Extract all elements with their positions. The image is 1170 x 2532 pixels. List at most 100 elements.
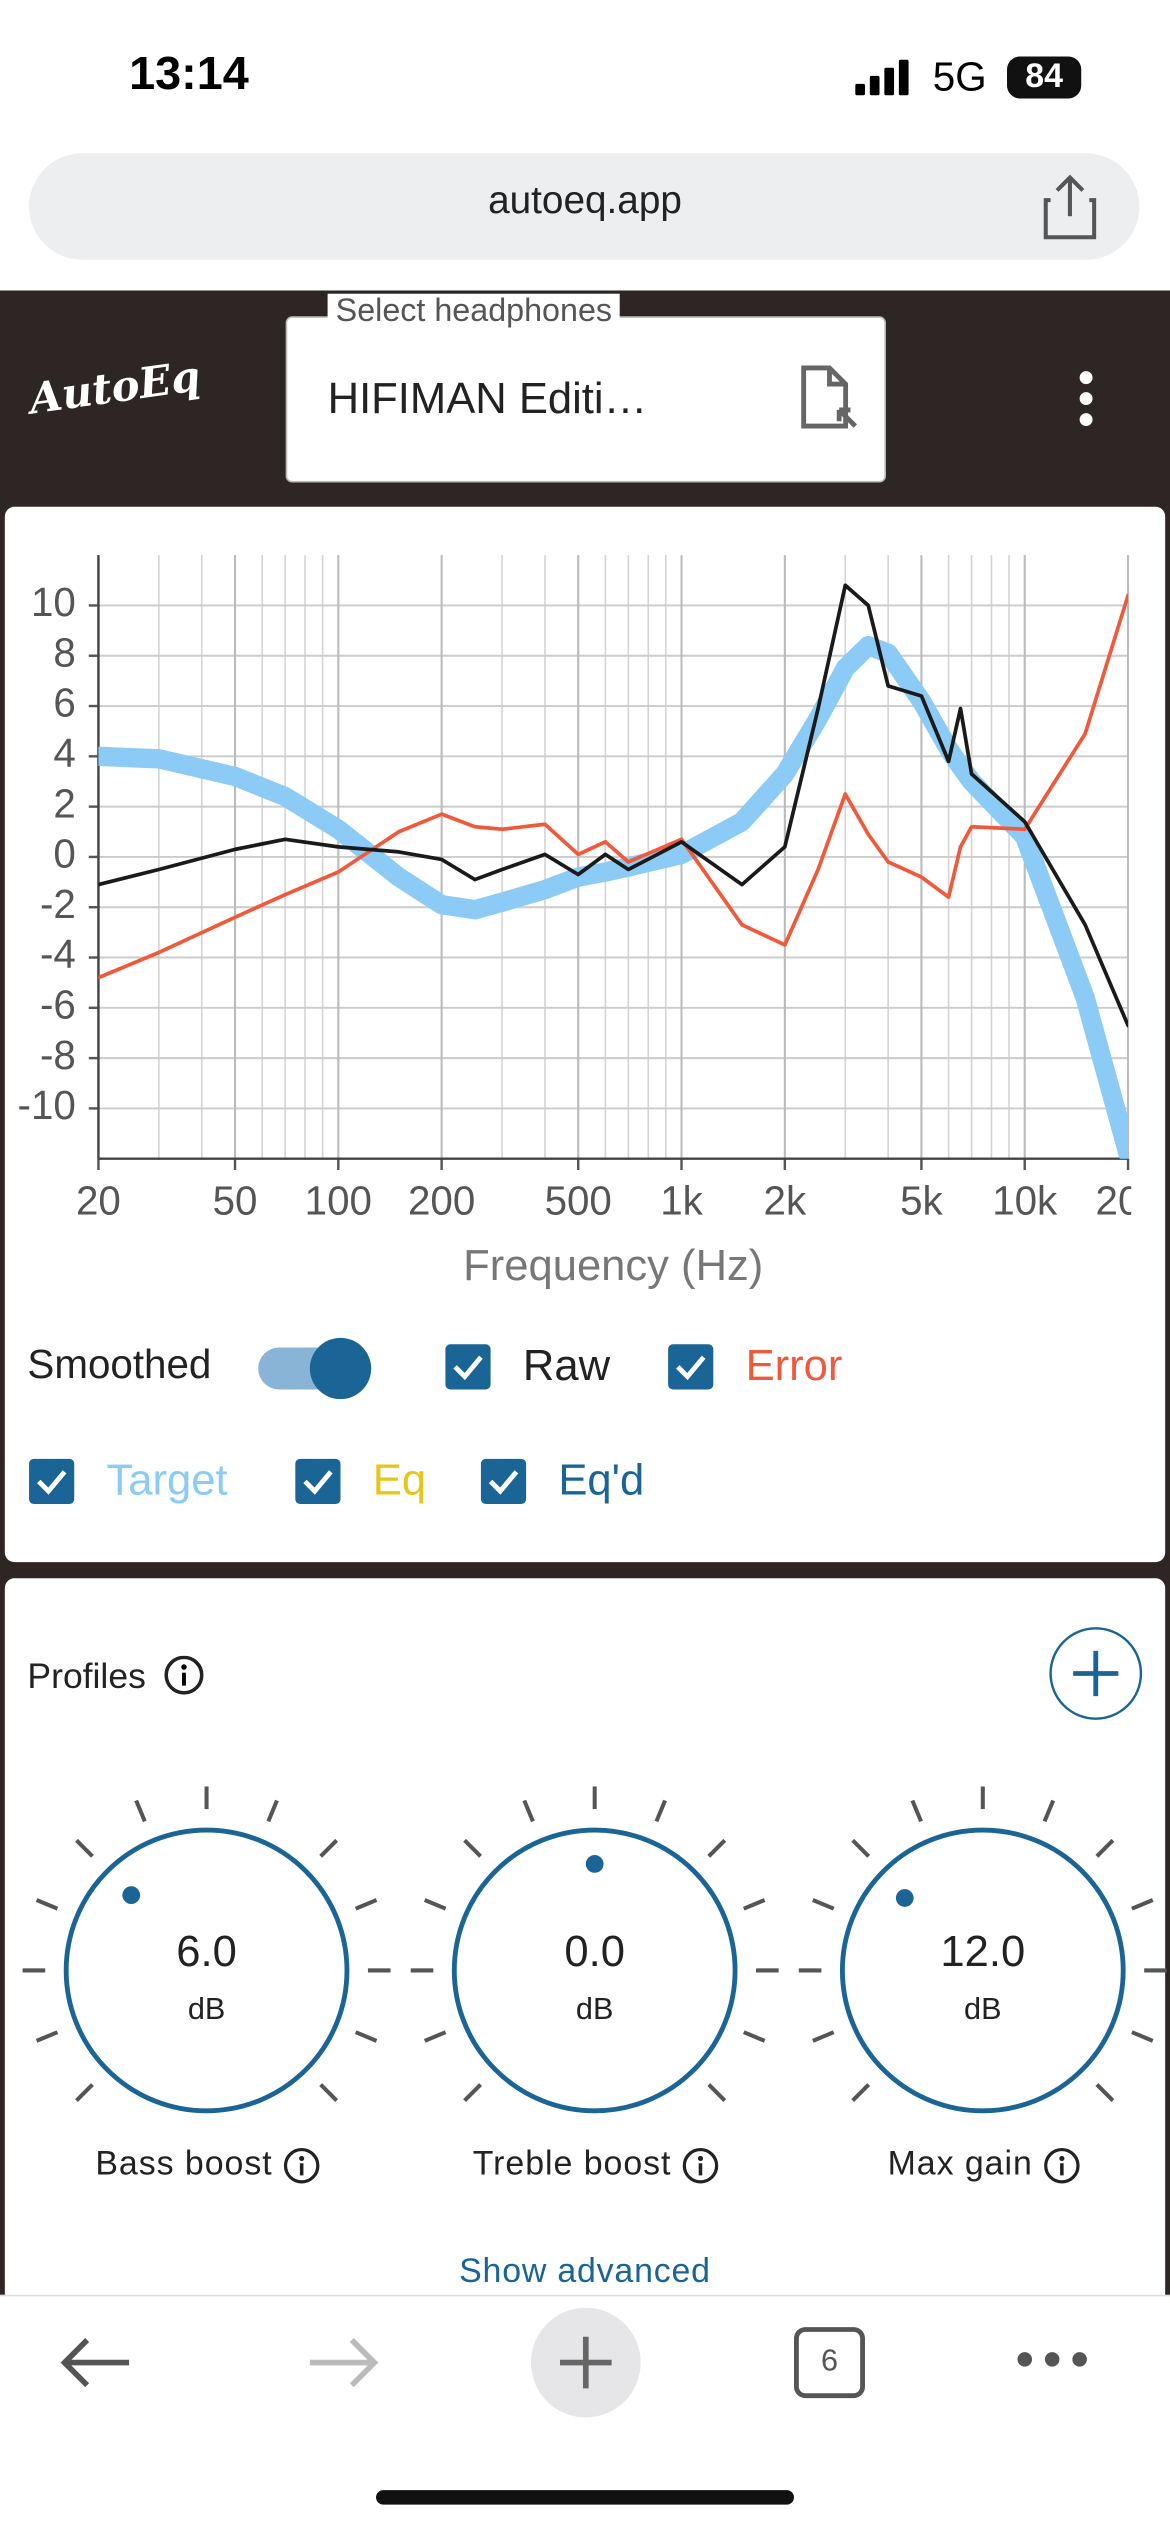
checkbox[interactable] bbox=[29, 1458, 75, 1505]
knob-tick bbox=[743, 2030, 766, 2043]
knob-tick bbox=[354, 1898, 378, 1911]
legend-label: Raw bbox=[522, 1341, 611, 1390]
battery: 84 bbox=[1007, 56, 1082, 99]
menu-icon[interactable] bbox=[1068, 368, 1104, 433]
knob-tick bbox=[463, 1838, 482, 1858]
x-tick-label: 2k bbox=[764, 1178, 807, 1224]
knob[interactable] bbox=[451, 1827, 738, 2114]
checkbox[interactable] bbox=[445, 1344, 491, 1390]
knob-tick bbox=[319, 2083, 339, 2102]
x-axis-label: Frequency (Hz) bbox=[463, 1242, 763, 1290]
x-tick-label: 100 bbox=[305, 1178, 372, 1224]
knob-tick bbox=[354, 2030, 378, 2043]
knob-tick bbox=[851, 1838, 871, 1858]
info-ring bbox=[682, 2147, 719, 2184]
more-button[interactable] bbox=[1013, 2346, 1090, 2372]
y-tick-label: -4 bbox=[40, 931, 76, 977]
knob-tick bbox=[1042, 1799, 1056, 1823]
knob-unit: dB bbox=[964, 1992, 1002, 2026]
info-icon[interactable] bbox=[283, 2147, 320, 2184]
tab-count[interactable]: 6 bbox=[793, 2327, 865, 2399]
knob-tick bbox=[654, 1799, 667, 1823]
knob-unit: dB bbox=[188, 1992, 225, 2026]
knob-tick bbox=[707, 2083, 727, 2102]
legend-label: Eq'd bbox=[558, 1455, 645, 1505]
y-tick-label: -8 bbox=[40, 1032, 76, 1078]
knob-tick bbox=[910, 1799, 923, 1823]
knob-tick bbox=[707, 1838, 727, 1858]
legend-label: Eq bbox=[372, 1455, 427, 1505]
info-dot bbox=[299, 2155, 305, 2162]
y-tick-label: 4 bbox=[53, 730, 75, 776]
status-network: 5G bbox=[932, 54, 987, 101]
knob-value: 12.0 bbox=[940, 1928, 1025, 1976]
knobs: 6.0 dB Bass boost 0.0 dB Treble boost 12.0 dB Ma… bbox=[22, 1786, 1167, 2184]
file-icon[interactable] bbox=[797, 365, 862, 433]
knob-label: Treble boost bbox=[473, 2145, 672, 2183]
url: autoeq.app bbox=[488, 179, 682, 223]
info-dot bbox=[1059, 2155, 1065, 2162]
info-dot bbox=[697, 2155, 704, 2162]
knob-tick bbox=[463, 2083, 482, 2102]
y-tick-label: 6 bbox=[53, 680, 75, 726]
y-tick-label: 8 bbox=[53, 629, 75, 675]
knob-tick bbox=[35, 2030, 59, 2043]
smoothed-label: Smoothed bbox=[27, 1342, 212, 1388]
knob-tick bbox=[522, 1799, 535, 1823]
x-tick-label: 10k bbox=[992, 1178, 1058, 1224]
knob-tick bbox=[423, 1898, 447, 1911]
x-tick-label: 50 bbox=[213, 1178, 258, 1224]
knob-indicator bbox=[122, 1886, 141, 1905]
x-tick-label: 5k bbox=[900, 1178, 943, 1224]
legend-label: Error bbox=[745, 1341, 843, 1390]
back-button[interactable] bbox=[58, 2334, 135, 2392]
info-icon[interactable] bbox=[682, 2147, 719, 2184]
info-icon[interactable] bbox=[1044, 2147, 1080, 2184]
knob-tick bbox=[75, 1838, 94, 1858]
select-label: Select headphones bbox=[327, 293, 621, 331]
check-mark bbox=[453, 1355, 483, 1381]
url-bar[interactable] bbox=[29, 153, 1140, 260]
share-icon[interactable] bbox=[1041, 174, 1099, 242]
checkbox[interactable] bbox=[480, 1458, 527, 1505]
home-indicator bbox=[376, 2490, 794, 2505]
chart: -10-8 -6-4-20 246 810 20 50 100 200 500 1k 2k 5k 10k… bbox=[18, 555, 1162, 1290]
info-icon[interactable] bbox=[161, 1655, 206, 1701]
knob-tick bbox=[812, 1898, 835, 1911]
select-value: HIFIMAN Editi… bbox=[327, 374, 648, 423]
knob-unit: dB bbox=[576, 1992, 614, 2026]
forward-button[interactable] bbox=[303, 2334, 380, 2392]
info-bar bbox=[299, 2163, 304, 2176]
headphone-select[interactable] bbox=[285, 316, 886, 483]
knob-tick bbox=[319, 1838, 339, 1858]
knob-tick bbox=[851, 2083, 871, 2102]
knob-tick bbox=[423, 2030, 447, 2043]
check-mark bbox=[303, 1470, 333, 1495]
knob-tick bbox=[743, 1898, 766, 1911]
series-line bbox=[98, 583, 1129, 1028]
y-tick-label: 2 bbox=[53, 780, 75, 826]
x-tick-label: 20k bbox=[1096, 1178, 1162, 1224]
checkbox[interactable] bbox=[295, 1458, 341, 1505]
info-ring bbox=[283, 2147, 320, 2184]
add-profile[interactable] bbox=[1046, 1623, 1146, 1723]
new-tab-button[interactable] bbox=[530, 2307, 641, 2418]
show-advanced[interactable]: Show advanced bbox=[459, 2252, 711, 2290]
x-tick-label: 500 bbox=[545, 1178, 612, 1224]
knob-value: 0.0 bbox=[564, 1928, 625, 1976]
info-bar bbox=[1060, 2163, 1064, 2176]
signal-icon bbox=[855, 59, 909, 96]
info-ring bbox=[1044, 2147, 1080, 2184]
toggle-knob bbox=[309, 1337, 372, 1400]
knob-label: Max gain bbox=[888, 2145, 1033, 2183]
knob-tick bbox=[134, 1799, 147, 1823]
knob-tick bbox=[1131, 2030, 1154, 2043]
knob-tick bbox=[266, 1799, 279, 1823]
info-bar bbox=[698, 2163, 703, 2176]
knob-tick bbox=[812, 2030, 835, 2043]
knob-tick bbox=[75, 2083, 94, 2102]
checkbox[interactable] bbox=[668, 1344, 714, 1390]
y-tick-label: 0 bbox=[53, 831, 75, 877]
